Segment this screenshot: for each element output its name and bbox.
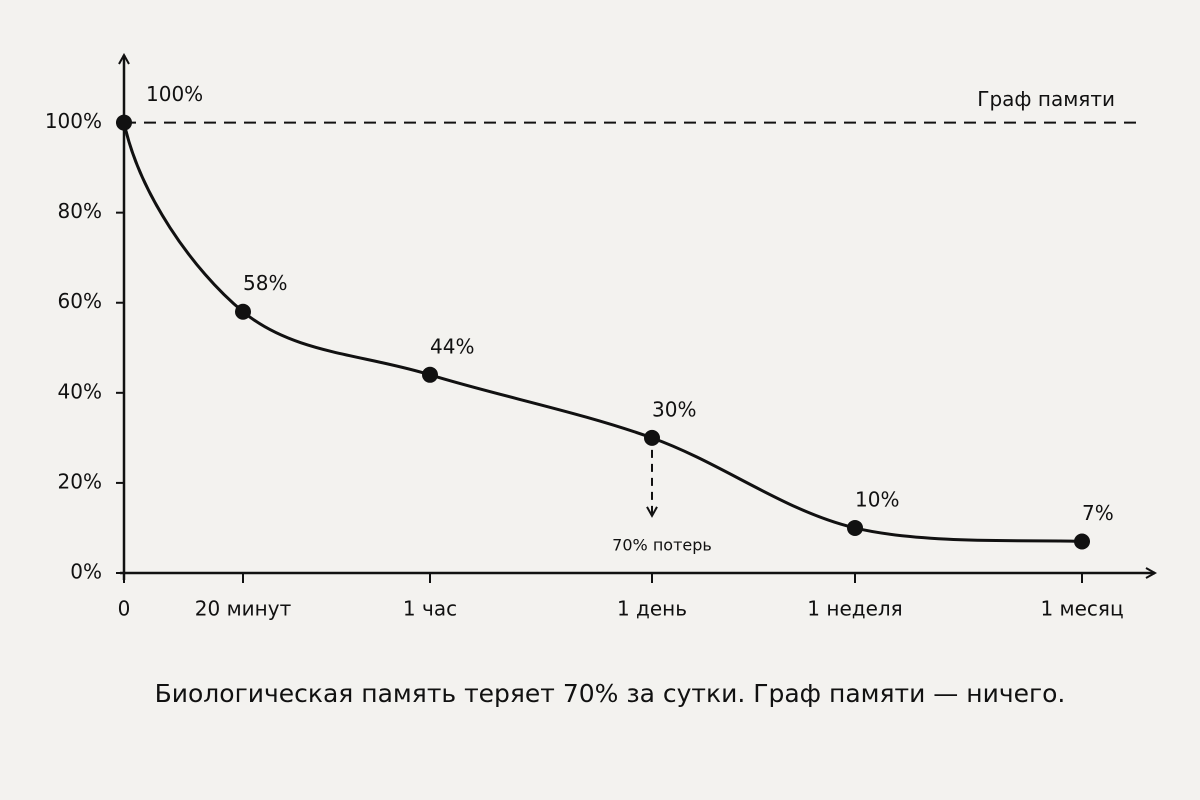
point (422, 366, 438, 383)
x-tick-label: 0 (118, 597, 131, 621)
point (644, 429, 660, 446)
y-tick-label: 100% (45, 109, 102, 133)
y-tick-label: 80% (58, 199, 102, 223)
x-tick-label: 20 минут (195, 597, 292, 621)
point (847, 519, 863, 536)
value-label: 58% (243, 271, 287, 295)
value-label: 100% (146, 82, 203, 106)
value-label: 30% (652, 397, 696, 421)
value-label: 10% (855, 487, 899, 511)
x-tick-label: 1 час (403, 597, 457, 621)
x-tick-label: 1 день (617, 597, 687, 621)
y-tick-label: 60% (58, 289, 102, 313)
curve (122, 122, 1083, 543)
x-tick-label: 1 месяц (1040, 597, 1123, 621)
point (1074, 533, 1090, 550)
caption: Биологическая память теряет 70% за сутки… (155, 679, 1066, 708)
x-tick-label: 1 неделя (807, 597, 902, 621)
value-label: 44% (430, 334, 474, 358)
annotation: 70% потерь (612, 535, 712, 554)
reference-label: Граф памяти (977, 87, 1115, 111)
point (116, 114, 132, 131)
y-tick-label: 20% (58, 469, 102, 493)
y-tick-label: 0% (70, 560, 102, 584)
value-label: 7% (1082, 501, 1114, 525)
point (235, 303, 251, 320)
y-tick-label: 40% (58, 379, 102, 403)
